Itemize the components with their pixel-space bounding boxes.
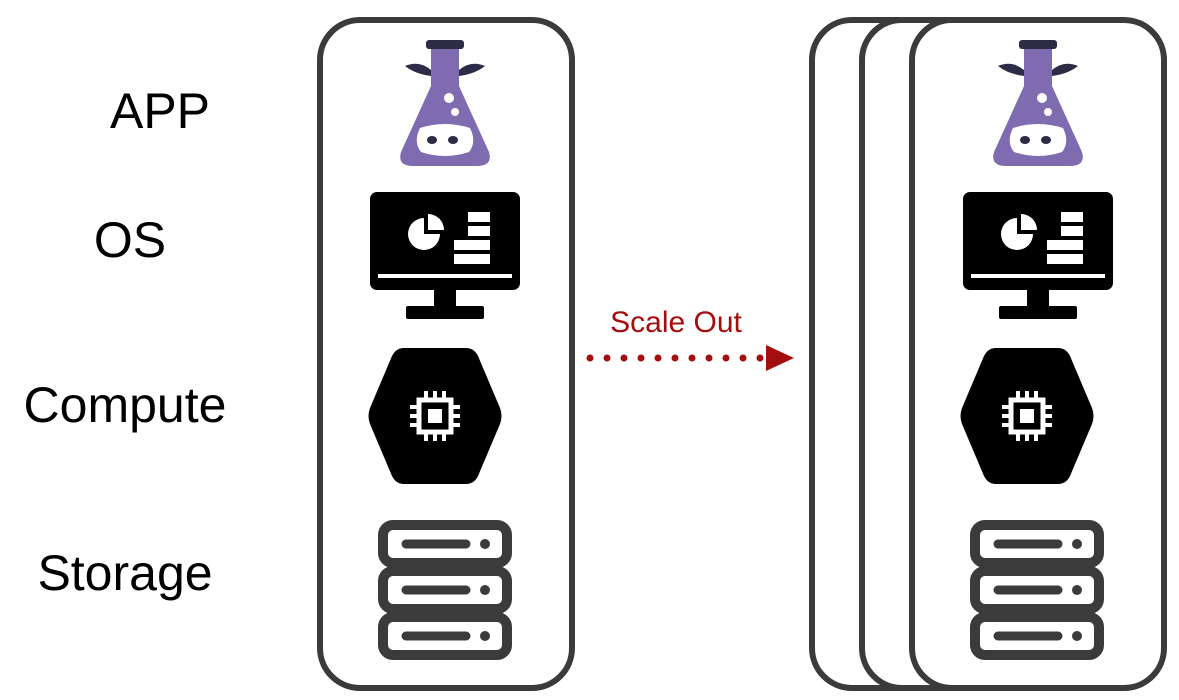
cpu-chip-hexagon-icon (369, 348, 502, 484)
server-storage-icon (975, 525, 1099, 655)
server-storage-icon (383, 525, 507, 655)
layer-label-compute: Compute (23, 377, 227, 433)
layer-label-storage: Storage (37, 545, 213, 601)
arrow-head-icon (766, 345, 794, 371)
layer-label-app: APP (109, 83, 211, 139)
cpu-chip-hexagon-icon (961, 348, 1094, 484)
scale-out-arrow (586, 345, 794, 371)
layer-label-os: OS (93, 212, 167, 268)
scale-out-label: Scale Out (610, 306, 742, 339)
